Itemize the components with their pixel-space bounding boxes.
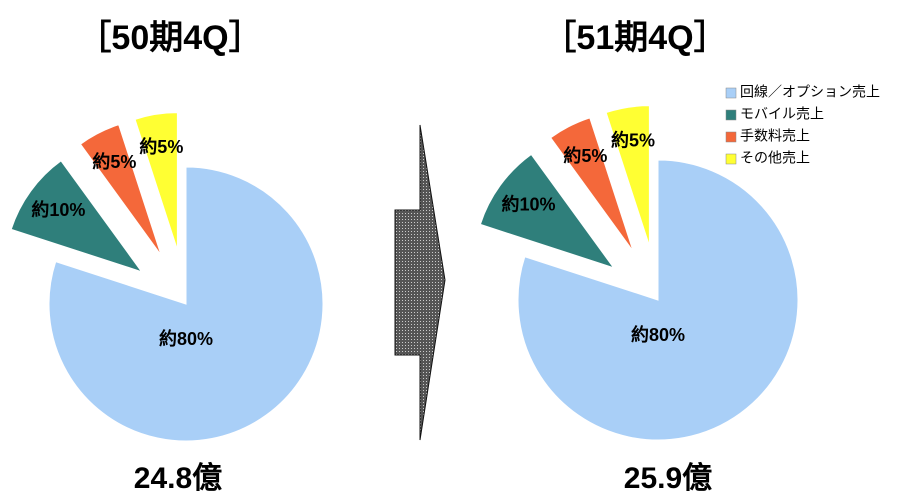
legend-label: その他売上 [740, 150, 810, 166]
pie-slice [517, 159, 799, 441]
legend-label: 手数料売上 [740, 128, 810, 144]
data-label: 約5% [92, 151, 136, 172]
data-label: 約5% [563, 145, 607, 166]
legend-swatch [725, 131, 737, 143]
data-label: 約5% [139, 136, 183, 157]
pie-slice [479, 153, 615, 269]
legend-swatch [725, 109, 737, 121]
pie-slice [10, 160, 143, 273]
pie-slice [134, 112, 178, 250]
pie-slice [605, 105, 650, 246]
caption: 24.8億 [134, 462, 222, 495]
caption: 25.9億 [624, 462, 712, 495]
chart-title: ［50期4Q］ [77, 19, 262, 57]
legend-swatch [725, 87, 737, 99]
data-label: 約10% [502, 194, 556, 215]
legend-label: モバイル売上 [740, 106, 824, 122]
data-label: 約80% [631, 324, 685, 345]
pie-slice [550, 117, 634, 252]
data-label: 約10% [31, 199, 85, 220]
pie-slice [79, 124, 162, 256]
arrow [394, 124, 446, 441]
legend-swatch [725, 153, 737, 165]
data-label: 約5% [611, 130, 655, 151]
data-label: 約80% [159, 328, 213, 349]
pie-slice [48, 166, 324, 442]
legend-label: 回線／オプション売上 [740, 84, 880, 100]
chart-title: ［51期4Q］ [542, 19, 727, 57]
